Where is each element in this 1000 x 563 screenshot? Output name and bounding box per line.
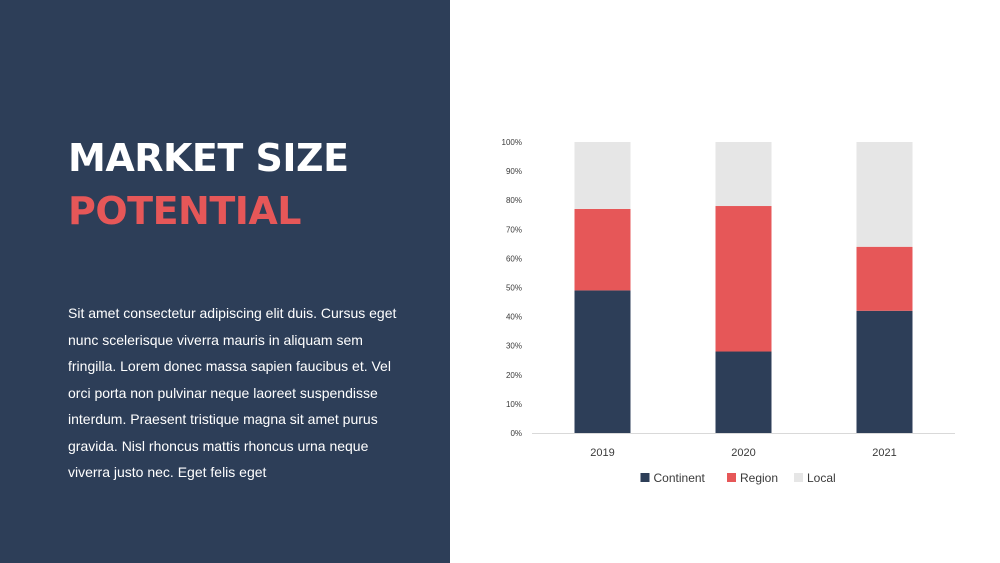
x-tick-label: 2021 [872, 447, 896, 459]
legend-label-region: Region [740, 471, 778, 485]
y-tick-label: 40% [506, 313, 522, 322]
y-tick-label: 70% [506, 225, 522, 234]
stacked-bar-chart: 0% 10% 20% 30% 40% 50% 60% 70% 80% 90% 100% 2019 202… [502, 138, 955, 485]
y-tick-label: 30% [506, 342, 522, 351]
body-text: Sit amet consectetur adipiscing elit dui… [68, 305, 397, 480]
y-tick-label: 10% [506, 400, 522, 409]
bar-segment-region-2021 [856, 246, 913, 311]
y-tick-label: 90% [506, 167, 522, 176]
y-tick-label: 80% [506, 196, 522, 205]
bar-segment-continent-2021 [856, 310, 913, 433]
y-tick-label: 0% [510, 429, 522, 438]
bar-segment-continent-2019 [574, 290, 631, 433]
legend-swatch-continent [640, 473, 650, 482]
bar-segment-local-2021 [856, 142, 913, 247]
bar-segment-region-2019 [574, 208, 631, 291]
chart-area: 0% 10% 20% 30% 40% 50% 60% 70% 80% 90% 100% 2019 202… [460, 110, 990, 510]
legend-label-local: Local [807, 471, 836, 485]
y-tick-label: 100% [502, 138, 522, 147]
legend-swatch-local [794, 473, 803, 482]
x-tick-label: 2020 [731, 447, 755, 459]
legend-label-continent: Continent [654, 471, 706, 485]
bar-segment-region-2020 [715, 206, 772, 352]
x-tick-label: 2019 [590, 447, 614, 459]
bar-segment-local-2020 [715, 142, 772, 207]
bar-segment-local-2019 [574, 142, 631, 209]
bar-segment-continent-2020 [715, 351, 772, 433]
y-tick-label: 60% [506, 254, 522, 263]
title-line-2: POTENTIAL [68, 189, 302, 233]
title-line-1: MARKET SIZE [68, 136, 349, 180]
left-panel: MARKET SIZE POTENTIAL Sit amet consectet… [0, 0, 450, 563]
legend-swatch-region [727, 473, 736, 482]
y-tick-label: 20% [506, 371, 522, 380]
y-tick-label: 50% [506, 284, 522, 293]
